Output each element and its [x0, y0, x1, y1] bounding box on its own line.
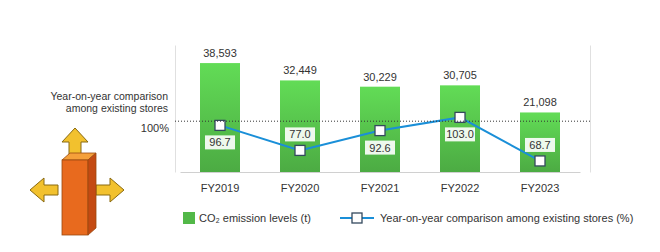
bar-label: 30,705 [443, 69, 477, 81]
x-tick-label: FY2020 [281, 182, 320, 194]
x-tick: FY2021 [361, 182, 400, 194]
y-axis [590, 46, 591, 173]
grid [175, 121, 590, 122]
bars [200, 63, 560, 172]
marker [215, 120, 225, 130]
x-tick-label: FY2021 [361, 182, 400, 194]
legend-marker [352, 213, 362, 223]
bar-label: 38,593 [203, 47, 237, 59]
line-label-text: 92.6 [369, 142, 390, 154]
bar-label: 32,449 [283, 64, 317, 76]
icon-arrow [30, 178, 58, 202]
y2-axis-line [175, 46, 176, 173]
x-tick-label: FY2019 [201, 182, 240, 194]
x-tick: FY2020 [281, 182, 320, 194]
legend-label: Year-on-year comparison among existing s… [380, 212, 633, 224]
icon-arrow [96, 178, 124, 202]
line-label-text: 77.0 [289, 128, 310, 140]
line-label: 103.0 [445, 127, 475, 141]
icon [30, 128, 124, 235]
y-axis-line [590, 46, 591, 173]
line-label-box [525, 138, 555, 152]
line-label-box [365, 141, 395, 155]
line-label-text: 68.7 [529, 139, 550, 151]
line-label-box [445, 127, 475, 141]
x-tick-label: FY2023 [521, 182, 560, 194]
icon-box-front [62, 160, 88, 235]
x-axis: FY2019 FY2020 FY2021 FY2022 FY2023 [181, 173, 581, 194]
bar [200, 63, 240, 172]
bar [360, 87, 400, 172]
data-labels: 38,593 32,449 30,229 30,705 21,098 96.7 77.0 92… [203, 47, 557, 155]
bar [440, 85, 480, 172]
legend-label: CO₂ emission levels (t) [199, 212, 311, 224]
marker [375, 126, 385, 136]
legend: CO₂ emission levels (t) Year-on-year comp… [183, 212, 633, 224]
bar-label: 30,229 [363, 71, 397, 83]
icon-box-side [88, 153, 96, 235]
legend-item: Year-on-year comparison among existing s… [340, 212, 633, 224]
x-tick: FY2023 [521, 182, 560, 194]
y2-tick: 100% [141, 122, 169, 134]
y2-axis-title-line: Year-on-year comparison [50, 90, 168, 102]
marker [295, 145, 305, 155]
plot-area [200, 63, 560, 172]
bar-label: 21,098 [523, 96, 557, 108]
x-tick: FY2022 [441, 182, 480, 194]
legend-item: CO₂ emission levels (t) [183, 212, 311, 224]
line [220, 117, 540, 161]
line-label: 96.7 [205, 135, 235, 149]
grid-line [175, 121, 590, 122]
x-axis-line [181, 172, 581, 173]
markers [215, 112, 545, 166]
line-label-text: 103.0 [446, 128, 474, 140]
x-tick: FY2019 [201, 182, 240, 194]
chart: FY2019 FY2020 FY2021 FY2022 FY2023 100% Year-o… [0, 0, 660, 252]
y2-tick-label: 100% [141, 122, 169, 134]
line-label: 68.7 [525, 138, 555, 152]
line-label-box [205, 135, 235, 149]
line-label: 92.6 [365, 141, 395, 155]
y2-axis-title: Year-on-year comparisonamong existing st… [50, 90, 168, 114]
legend-swatch [183, 212, 195, 224]
line-label-text: 96.7 [209, 136, 230, 148]
marker [535, 156, 545, 166]
bar [280, 80, 320, 172]
line-label-box [285, 127, 315, 141]
y2-axis-title-line: among existing stores [66, 102, 168, 114]
line-label: 77.0 [285, 127, 315, 141]
x-tick-label: FY2022 [441, 182, 480, 194]
